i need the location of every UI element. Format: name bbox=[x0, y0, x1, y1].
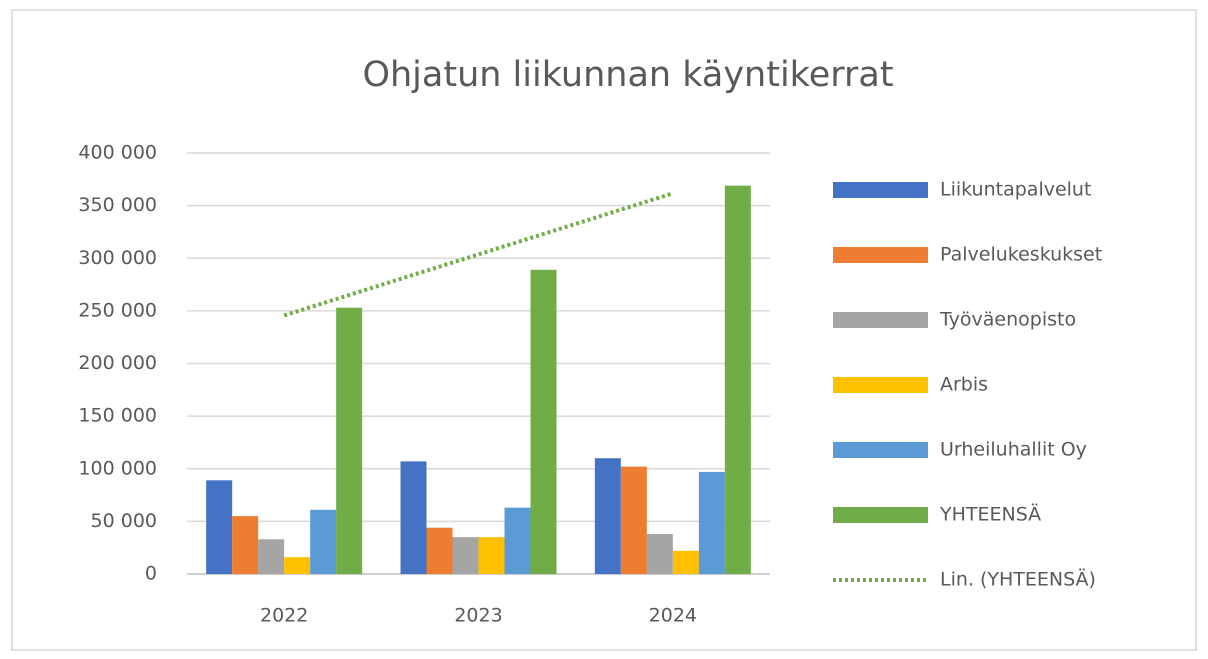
bar bbox=[646, 534, 673, 574]
legend-swatch bbox=[833, 182, 928, 198]
legend-swatch bbox=[833, 507, 928, 523]
x-tick-label: 2022 bbox=[260, 605, 308, 627]
y-tick-label: 350 000 bbox=[78, 194, 157, 216]
legend-swatch bbox=[833, 377, 928, 393]
bar bbox=[426, 527, 453, 574]
legend-label: Urheiluhallit Oy bbox=[940, 439, 1087, 461]
trend-line bbox=[283, 191, 674, 318]
bar bbox=[232, 516, 259, 574]
legend-label: Arbis bbox=[940, 374, 988, 396]
bar bbox=[258, 539, 285, 574]
bar bbox=[284, 557, 311, 574]
bar bbox=[310, 509, 337, 574]
bar bbox=[504, 507, 531, 574]
legend-swatch bbox=[833, 312, 928, 328]
y-tick-label: 50 000 bbox=[91, 510, 157, 532]
bar bbox=[336, 307, 363, 574]
y-tick-label: 200 000 bbox=[78, 352, 157, 374]
x-tick-label: 2023 bbox=[454, 605, 502, 627]
y-tick-label: 250 000 bbox=[78, 299, 157, 321]
y-tick-label: 400 000 bbox=[78, 142, 157, 164]
bar bbox=[594, 458, 621, 574]
bar bbox=[400, 461, 427, 574]
y-tick-label: 150 000 bbox=[78, 405, 157, 427]
bar bbox=[620, 466, 647, 574]
bar bbox=[206, 480, 233, 574]
bar bbox=[478, 537, 505, 574]
bar bbox=[698, 471, 725, 574]
bar bbox=[672, 550, 699, 574]
y-tick-label: 300 000 bbox=[78, 247, 157, 269]
legend-label: Liikuntapalvelut bbox=[940, 179, 1091, 201]
legend-label: Työväenopisto bbox=[939, 309, 1076, 331]
legend-label: Palvelukeskukset bbox=[940, 244, 1102, 266]
chart-title: Ohjatun liikunnan käyntikerrat bbox=[362, 55, 893, 95]
bar bbox=[530, 269, 557, 574]
legend-label: Lin. (YHTEENSÄ) bbox=[940, 568, 1096, 591]
legend-swatch bbox=[833, 442, 928, 458]
y-tick-label: 100 000 bbox=[78, 457, 157, 479]
y-tick-label: 0 bbox=[145, 563, 157, 585]
bar bbox=[452, 537, 479, 574]
legend-swatch bbox=[833, 247, 928, 263]
bar bbox=[724, 185, 751, 574]
legend-label: YHTEENSÄ bbox=[939, 503, 1041, 526]
x-tick-label: 2024 bbox=[649, 605, 697, 627]
